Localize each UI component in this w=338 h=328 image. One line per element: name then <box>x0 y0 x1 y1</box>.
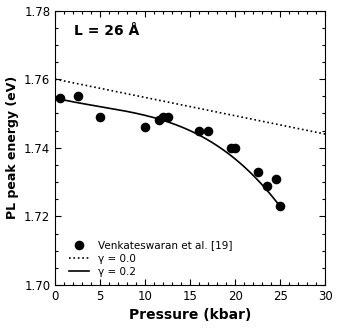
Venkateswaran et al. [19] <box>161 114 166 119</box>
X-axis label: Pressure (kbar): Pressure (kbar) <box>129 308 251 322</box>
Venkateswaran et al. [19] <box>156 118 161 123</box>
γ = 0.0 <box>323 132 327 136</box>
γ = 0.2 <box>187 128 191 132</box>
γ = 0.0 <box>54 77 58 81</box>
γ = 0.2 <box>53 96 57 100</box>
Line: γ = 0.2: γ = 0.2 <box>55 98 280 207</box>
Venkateswaran et al. [19] <box>57 95 63 101</box>
Venkateswaran et al. [19] <box>97 114 103 119</box>
Legend: Venkateswaran et al. [19], γ = 0.0, γ = 0.2: Venkateswaran et al. [19], γ = 0.0, γ = … <box>69 240 232 277</box>
γ = 0.2 <box>278 205 282 209</box>
γ = 0.0 <box>281 123 285 127</box>
Line: γ = 0.0: γ = 0.0 <box>55 79 325 134</box>
Text: L = 26 Å: L = 26 Å <box>74 24 140 38</box>
Y-axis label: PL peak energy (eV): PL peak energy (eV) <box>5 76 19 219</box>
Venkateswaran et al. [19] <box>165 114 170 119</box>
γ = 0.2 <box>243 165 247 169</box>
γ = 0.2 <box>186 128 190 132</box>
Venkateswaran et al. [19] <box>273 176 278 181</box>
Venkateswaran et al. [19] <box>264 183 269 188</box>
γ = 0.2 <box>191 130 195 134</box>
Venkateswaran et al. [19] <box>255 169 260 174</box>
Venkateswaran et al. [19] <box>143 125 148 130</box>
γ = 0.0 <box>298 127 302 131</box>
Venkateswaran et al. [19] <box>196 128 202 133</box>
Venkateswaran et al. [19] <box>75 94 80 99</box>
Venkateswaran et al. [19] <box>228 145 233 151</box>
Venkateswaran et al. [19] <box>233 145 238 151</box>
γ = 0.2 <box>257 179 261 183</box>
γ = 0.0 <box>218 111 222 115</box>
Venkateswaran et al. [19] <box>206 128 211 133</box>
γ = 0.2 <box>54 96 58 100</box>
Venkateswaran et al. [19] <box>277 203 283 209</box>
γ = 0.0 <box>213 110 217 113</box>
γ = 0.0 <box>53 77 57 81</box>
γ = 0.0 <box>214 110 218 114</box>
